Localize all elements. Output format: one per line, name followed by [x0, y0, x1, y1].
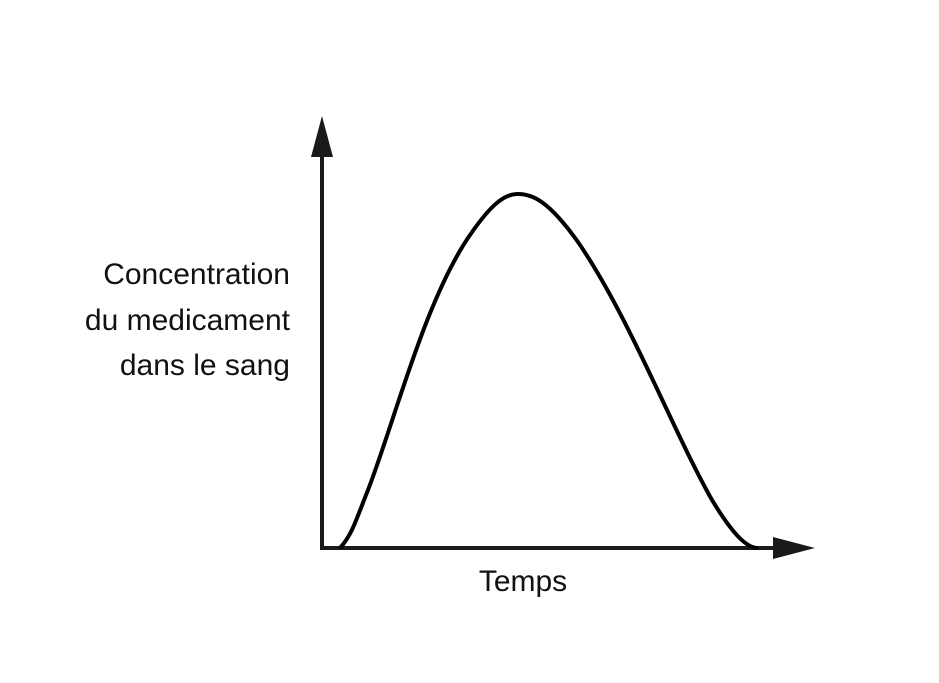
- y-axis-arrow: [311, 116, 333, 157]
- x-axis-label: Temps: [479, 565, 567, 598]
- y-axis-label: dans le sang: [120, 349, 290, 382]
- y-axis-label: du medicament: [85, 304, 291, 337]
- y-axis-label: Concentration: [103, 258, 290, 291]
- concentration-curve: [338, 191, 759, 550]
- x-axis-arrow: [773, 537, 815, 559]
